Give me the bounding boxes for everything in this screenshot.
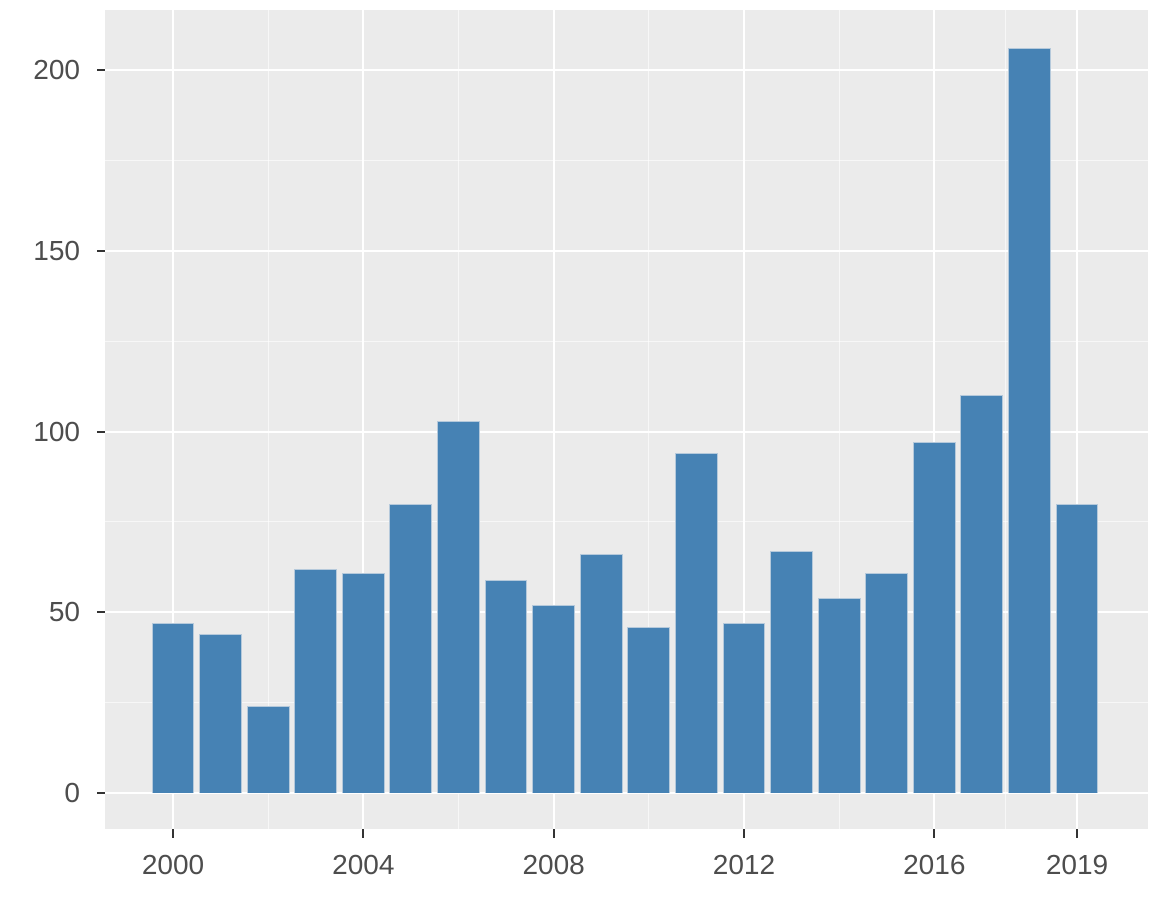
y-tick-100 [97,430,105,433]
bar-2011 [674,453,718,794]
bar-2012 [722,623,766,794]
gridline-y-major [105,69,1148,71]
bar-2008 [532,605,576,794]
y-tick-150 [97,249,105,252]
x-tick-2012 [742,829,745,838]
gridline-y-minor [105,521,1148,523]
gridline-x-minor [838,10,840,829]
y-tick-50 [97,611,105,614]
y-tick-label-0: 0 [64,777,80,809]
gridline-x-major [552,10,555,829]
bar-2010 [627,626,671,794]
x-tick-label-2019: 2019 [1045,849,1109,880]
x-tick-2008 [552,829,555,838]
y-tick-label-150: 150 [33,234,80,266]
bar-2013 [770,550,813,794]
y-tick-label-100: 100 [33,415,80,447]
x-tick-2019 [1076,829,1078,838]
bar-2001 [199,633,242,794]
gridline-x-minor [457,10,459,829]
bar-2005 [389,503,433,794]
gridline-x-major [362,10,365,829]
gridline-x-major [1076,10,1078,829]
x-tick-label-2000: 2000 [141,849,205,880]
bar-2018 [1008,48,1051,794]
bar-2006 [437,420,480,794]
gridline-y-minor [105,702,1148,704]
x-tick-label-2012: 2012 [712,849,776,880]
gridline-y-minor [105,159,1148,161]
gridline-x-major [933,10,936,829]
bar-2015 [865,572,909,794]
gridline-x-minor [1005,10,1007,829]
gridline-x-major [742,10,745,829]
gridline-x-minor [267,10,269,829]
x-tick-2016 [933,829,936,838]
y-tick-200 [97,69,105,71]
bar-2014 [817,597,861,794]
gridline-x-major [171,10,174,829]
gridline-y-major [105,611,1148,614]
y-tick-label-200: 200 [33,54,80,85]
x-tick-label-2016: 2016 [903,849,966,880]
y-tick-0 [97,792,105,795]
gridline-x-minor [648,10,650,829]
bar-2002 [246,706,290,794]
bar-2016 [912,442,956,794]
x-tick-2000 [171,829,174,838]
bar-2017 [960,395,1004,794]
gridline-y-major [105,249,1148,252]
plot-panel [105,10,1148,829]
bar-2019 [1055,503,1099,794]
y-tick-label-50: 50 [48,596,80,628]
bar-2004 [341,572,385,794]
bar-2009 [579,554,623,794]
gridline-y-minor [105,340,1148,342]
x-tick-2004 [362,829,365,838]
gridline-y-major [105,430,1148,433]
bar-2000 [151,623,195,794]
bar-2007 [484,579,528,794]
x-tick-label-2008: 2008 [522,849,585,880]
bar-2003 [294,568,338,794]
gridline-y-major [105,792,1148,795]
x-tick-label-2004: 2004 [332,849,395,880]
